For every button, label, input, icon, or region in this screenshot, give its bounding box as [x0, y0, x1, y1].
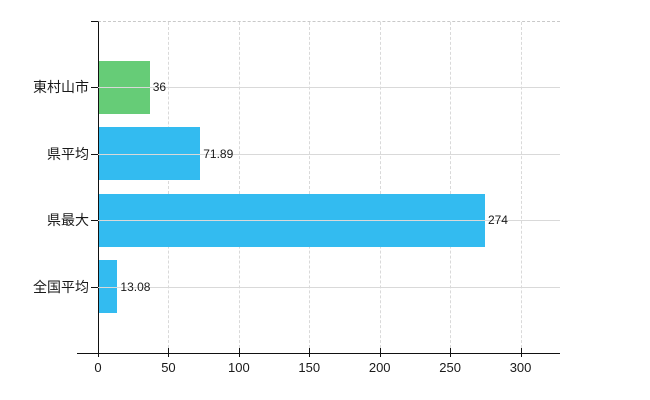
x-gridline	[450, 22, 452, 353]
y-axis-tick	[91, 153, 98, 155]
category-label: 全国平均	[33, 278, 89, 295]
bar-value-label: 13.08	[120, 279, 151, 294]
x-tick-label: 200	[368, 360, 391, 375]
x-gridline	[379, 22, 381, 353]
y-axis-tick	[91, 220, 98, 222]
bar-value-label: 71.89	[203, 146, 234, 161]
category-label: 県平均	[47, 145, 89, 162]
x-axis-tick	[168, 348, 170, 357]
category-label: 東村山市	[33, 79, 89, 96]
y-axis-tick	[91, 286, 98, 288]
x-gridline	[309, 22, 311, 353]
x-gridline	[238, 22, 240, 353]
x-axis-tick	[520, 348, 522, 357]
y-axis-top-tick	[91, 21, 98, 22]
x-gridline	[520, 22, 522, 353]
x-tick-label: 300	[509, 360, 532, 375]
x-tick-label: 250	[439, 360, 461, 375]
category-label: 県最大	[47, 212, 89, 229]
x-tick-label: 50	[161, 360, 176, 375]
x-axis-tick	[379, 348, 381, 357]
x-axis-tick	[98, 348, 99, 357]
row-gridline	[98, 220, 560, 222]
x-axis-tick	[450, 348, 452, 357]
x-tick-label: 150	[298, 360, 321, 375]
x-axis-tick	[238, 348, 240, 357]
x-axis-line	[77, 353, 560, 354]
x-axis-tick	[309, 348, 311, 357]
row-gridline	[98, 87, 560, 89]
row-gridline	[98, 153, 560, 155]
x-tick-label: 100	[227, 360, 250, 375]
bar-value-label: 274	[487, 213, 508, 228]
x-tick-label: 0	[94, 360, 102, 375]
y-axis-tick	[91, 87, 98, 89]
bar-value-label: 36	[152, 80, 167, 95]
x-gridline	[168, 22, 170, 353]
row-gridline	[98, 286, 560, 288]
